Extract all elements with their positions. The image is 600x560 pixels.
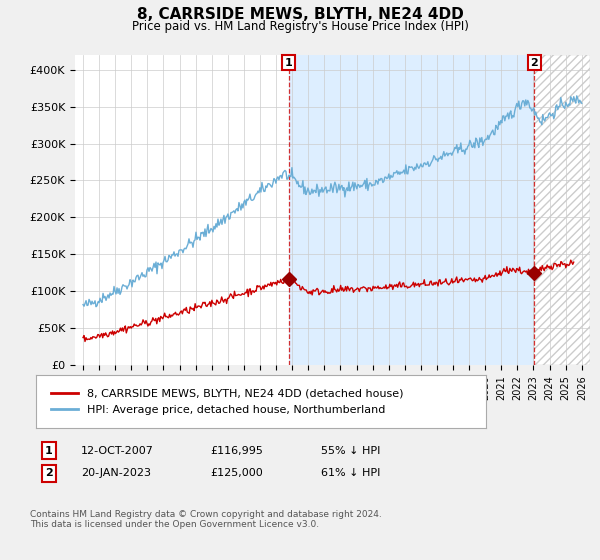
- Text: 2: 2: [45, 468, 53, 478]
- Text: Contains HM Land Registry data © Crown copyright and database right 2024.
This d: Contains HM Land Registry data © Crown c…: [30, 510, 382, 529]
- Bar: [289, 55, 534, 365]
- Text: 1: 1: [285, 58, 293, 68]
- Text: £116,995: £116,995: [210, 446, 263, 456]
- Text: 2: 2: [530, 58, 538, 68]
- Text: 61% ↓ HPI: 61% ↓ HPI: [321, 468, 380, 478]
- Text: 1: 1: [45, 446, 53, 456]
- Bar: [534, 55, 590, 365]
- Text: 12-OCT-2007: 12-OCT-2007: [81, 446, 154, 456]
- Text: Price paid vs. HM Land Registry's House Price Index (HPI): Price paid vs. HM Land Registry's House …: [131, 20, 469, 32]
- Legend: 8, CARRSIDE MEWS, BLYTH, NE24 4DD (detached house), HPI: Average price, detached: 8, CARRSIDE MEWS, BLYTH, NE24 4DD (detac…: [46, 384, 408, 419]
- Text: 8, CARRSIDE MEWS, BLYTH, NE24 4DD: 8, CARRSIDE MEWS, BLYTH, NE24 4DD: [137, 7, 463, 22]
- Text: 55% ↓ HPI: 55% ↓ HPI: [321, 446, 380, 456]
- Text: 20-JAN-2023: 20-JAN-2023: [81, 468, 151, 478]
- Text: £125,000: £125,000: [210, 468, 263, 478]
